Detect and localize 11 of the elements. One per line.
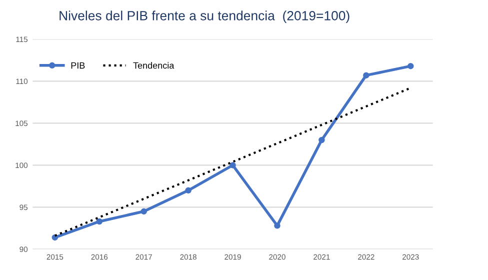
legend-label: Tendencia: [133, 62, 174, 69]
point: [363, 72, 370, 78]
point: [408, 62, 414, 70]
point: [318, 136, 325, 144]
point: [140, 208, 147, 215]
point: [96, 218, 103, 225]
point: [230, 162, 236, 168]
point: [274, 222, 280, 229]
point: [185, 187, 192, 194]
legend-label: PIB: [71, 62, 85, 69]
chart-title: Niveles del PIB frente a su tendencia (2019=100): [60, 10, 350, 23]
